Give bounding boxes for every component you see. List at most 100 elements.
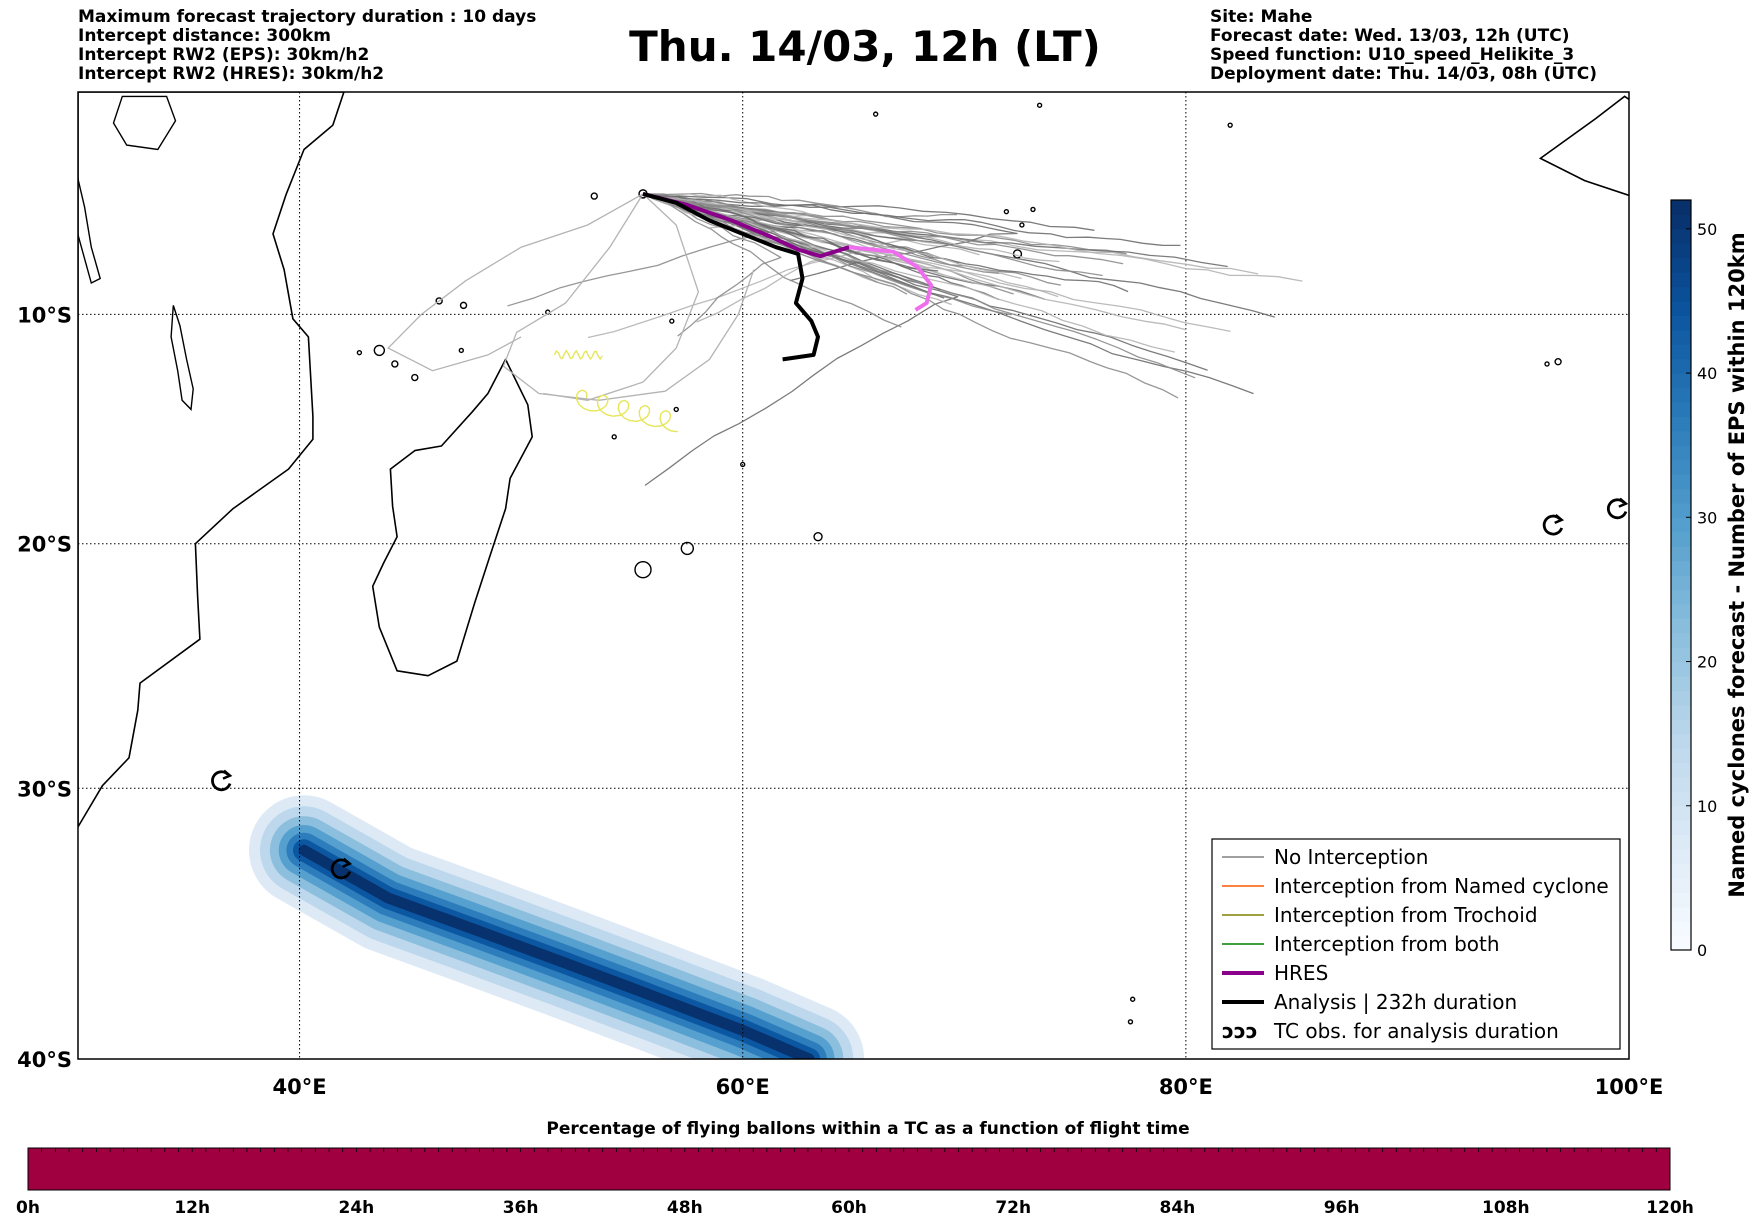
island	[373, 344, 386, 357]
tc-obs-icon	[1542, 513, 1565, 536]
bar-tick-label: 24h	[339, 1198, 375, 1218]
info-left-line: Intercept RW2 (HRES): 30km/h2	[78, 64, 385, 84]
colorbar-segment	[1671, 762, 1691, 778]
island	[1544, 361, 1550, 367]
colorbar-segment	[1671, 704, 1691, 720]
colorbar-segment	[1671, 401, 1691, 417]
island	[411, 373, 419, 382]
island	[356, 349, 363, 356]
lat-tick-label: 30°S	[17, 777, 72, 801]
eps-trajectory	[642, 193, 1196, 379]
island	[1127, 1019, 1134, 1025]
eps-trajectory	[642, 193, 1018, 282]
colorbar-segment	[1671, 906, 1691, 922]
bar-tick-label: 36h	[503, 1198, 539, 1218]
eps-trajectory	[502, 193, 755, 401]
lon-tick-label: 60°E	[716, 1075, 770, 1099]
colorbar-segment	[1671, 502, 1691, 518]
bar-tick-label: 12h	[174, 1198, 210, 1218]
density-colorbar: 0 10 20 30 40 50	[1670, 199, 1717, 960]
island	[1019, 222, 1025, 228]
island	[611, 434, 617, 440]
island	[680, 541, 695, 556]
flight-time-fill	[27, 1147, 1671, 1191]
colorbar-label: Named cyclones forecast - Number of EPS …	[1725, 232, 1749, 897]
legend-box	[1211, 838, 1621, 1050]
colorbar-segment	[1671, 661, 1691, 677]
colorbar-segment	[1671, 373, 1691, 389]
gridlines	[78, 92, 1629, 1059]
colorbar-segment	[1671, 546, 1691, 562]
eps-trajectory	[642, 193, 1303, 282]
colorbar-tick-label: 50	[1697, 220, 1717, 239]
colorbar-segment	[1671, 286, 1691, 302]
colorbar-segment	[1671, 257, 1691, 273]
colorbar-segment	[1671, 329, 1691, 345]
legend-item-label: No Interception	[1274, 845, 1428, 869]
eps-trajectory	[642, 193, 1181, 247]
island	[673, 406, 679, 413]
yellow-trajectories	[553, 349, 678, 433]
map-area	[78, 92, 1629, 1059]
colorbar-segment	[1671, 791, 1691, 807]
eps-trajectory	[642, 193, 959, 486]
sumatra-coast	[1538, 95, 1629, 197]
bar-tick-label: 48h	[667, 1198, 703, 1218]
colorbar-segment	[1671, 690, 1691, 706]
island	[1036, 102, 1043, 108]
colorbar-segment	[1671, 719, 1691, 735]
colorbar-segment	[1671, 560, 1691, 576]
madagascar-coast	[371, 358, 533, 677]
map-frame	[77, 91, 1630, 1060]
main-trajectories	[642, 191, 934, 362]
legend-item-label: Interception from Trochoid	[1274, 903, 1538, 927]
bar-tick-label: 0h	[16, 1198, 40, 1218]
lake-outline	[112, 95, 177, 151]
colorbar-segment	[1671, 748, 1691, 764]
eps-trajectory	[587, 193, 911, 339]
colorbar-segment	[1671, 849, 1691, 865]
tc-obs-icon	[211, 769, 233, 792]
hres-trajectory	[642, 191, 850, 259]
colorbar-frame	[1670, 199, 1692, 951]
colorbar-segment	[1671, 315, 1691, 331]
colorbar-segment	[1671, 459, 1691, 475]
colorbar-segment	[1671, 647, 1691, 663]
tc-obs-icon	[1606, 497, 1629, 520]
bar-tick-label: 120h	[1646, 1198, 1694, 1218]
info-left: Maximum forecast trajectory duration : 1…	[78, 8, 536, 84]
lat-tick-label: 40°S	[17, 1048, 72, 1072]
colorbar-tick-label: 10	[1697, 797, 1717, 816]
colorbar-segment	[1671, 228, 1691, 244]
colorbar-segment	[1671, 344, 1691, 360]
colorbar-segment	[1671, 675, 1691, 691]
lat-tick-label: 10°S	[17, 303, 72, 327]
colorbar-segment	[1671, 200, 1691, 216]
eps-trajectory	[543, 193, 700, 401]
legend-item-label: Analysis | 232h duration	[1274, 990, 1517, 1014]
eps-trajectory	[642, 193, 1187, 331]
colorbar-segment	[1671, 575, 1691, 591]
lon-tick-label: 40°E	[273, 1075, 327, 1099]
tc-observations	[211, 497, 1629, 880]
colorbar-segment	[1671, 272, 1691, 288]
island	[1227, 122, 1233, 128]
legend-item-label: TC obs. for analysis duration	[1273, 1019, 1559, 1043]
info-left-line: Intercept RW2 (EPS): 30km/h2	[78, 45, 370, 65]
island	[634, 561, 652, 579]
island	[391, 360, 399, 368]
info-right-line: Deployment date: Thu. 14/03, 08h (UTC)	[1210, 64, 1597, 84]
lon-tick-label: 100°E	[1595, 1075, 1664, 1099]
colorbar-tick-label: 20	[1697, 653, 1717, 672]
colorbar-segment	[1671, 517, 1691, 533]
bar-tick-label: 96h	[1324, 1198, 1360, 1218]
map-title: Thu. 14/03, 12h (LT)	[629, 22, 1101, 71]
colorbar-segment	[1671, 877, 1691, 893]
bar-tick-label: 60h	[831, 1198, 867, 1218]
lake-outline	[170, 305, 194, 411]
colorbar-segment	[1671, 820, 1691, 836]
eps-trajectory	[642, 193, 1228, 268]
colorbar-segment	[1671, 488, 1691, 504]
eps-trajectory	[642, 193, 1059, 298]
